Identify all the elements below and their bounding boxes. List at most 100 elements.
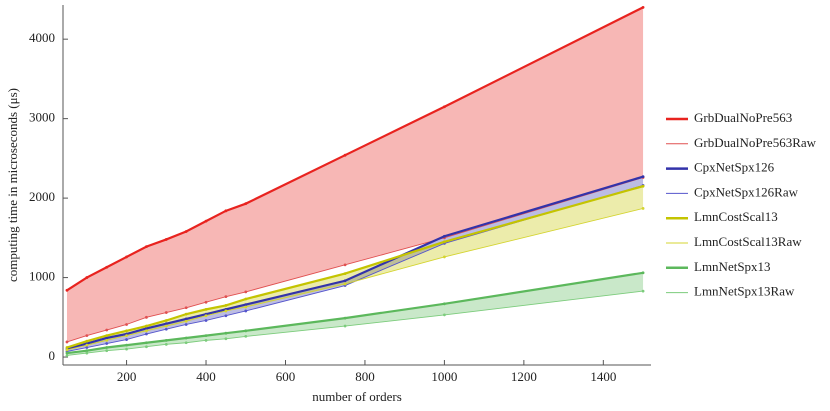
point [204, 314, 208, 318]
legend-label: CpxNetSpx126 [694, 160, 775, 175]
point [184, 317, 188, 321]
y-tick-label: 1000 [29, 269, 55, 284]
y-tick-label: 3000 [29, 110, 55, 125]
point [343, 279, 347, 283]
point [65, 340, 69, 344]
legend-label: GrbDualNoPre563 [694, 110, 792, 125]
point [244, 334, 248, 338]
point [65, 354, 69, 357]
point [85, 349, 89, 353]
point [164, 311, 168, 314]
point [85, 343, 89, 347]
point [164, 322, 168, 326]
point [443, 302, 446, 306]
point [65, 288, 69, 292]
point [244, 202, 248, 206]
point [641, 271, 645, 275]
point [125, 343, 128, 347]
y-tick-label: 0 [49, 348, 56, 363]
point [105, 349, 109, 353]
point [244, 309, 248, 313]
legend-label: LmnCostScal13Raw [694, 234, 802, 249]
x-tick-label: 1200 [511, 369, 537, 384]
legend-label: LmnNetSpx13Raw [694, 284, 795, 299]
point [105, 336, 109, 340]
band-fill [66, 272, 644, 356]
y-tick-label: 2000 [29, 189, 55, 204]
point [164, 324, 168, 328]
point [164, 327, 168, 331]
point [65, 348, 69, 352]
point [224, 303, 228, 307]
point [184, 323, 188, 326]
point [224, 314, 228, 318]
x-axis-label: number of orders [312, 389, 402, 404]
point [641, 207, 645, 210]
point [443, 255, 446, 259]
point [244, 329, 248, 333]
point [125, 329, 128, 333]
point [641, 289, 645, 293]
point [184, 336, 188, 340]
point [343, 263, 347, 267]
y-axis-label: computing time in microseconds (μs) [5, 88, 20, 282]
point [343, 282, 347, 286]
point [443, 240, 446, 244]
point [641, 175, 645, 179]
y-tick-label: 4000 [29, 30, 55, 45]
point [105, 346, 109, 349]
point [184, 230, 188, 233]
x-tick-label: 400 [196, 369, 216, 384]
x-tick-label: 600 [276, 369, 296, 384]
point [244, 297, 248, 301]
point [641, 184, 645, 188]
point [224, 337, 228, 341]
point [244, 303, 248, 307]
point [164, 338, 168, 342]
point [85, 334, 89, 337]
point [224, 331, 228, 335]
point [204, 300, 208, 304]
point [105, 265, 109, 269]
x-tick-label: 1400 [590, 369, 616, 384]
point [164, 238, 168, 241]
point [145, 345, 148, 349]
band-fills [66, 7, 644, 356]
point [85, 276, 89, 279]
point [184, 319, 188, 323]
point [105, 334, 109, 337]
point [145, 315, 148, 319]
point [443, 313, 446, 317]
point [204, 307, 208, 311]
point [145, 324, 148, 328]
band-fill [66, 7, 644, 342]
point [184, 341, 188, 345]
point [343, 153, 347, 157]
point [125, 338, 128, 341]
point [65, 346, 69, 349]
point [85, 339, 89, 343]
point [343, 324, 347, 328]
x-tick-label: 200 [117, 369, 137, 384]
legend-label: LmnCostScal13 [694, 209, 778, 224]
point [125, 255, 128, 259]
x-tick-label: 1000 [431, 369, 457, 384]
point [224, 209, 228, 213]
point [164, 342, 168, 346]
point [125, 323, 128, 326]
point [85, 346, 89, 349]
point [105, 338, 109, 342]
point [204, 219, 208, 223]
legend-label: CpxNetSpx126Raw [694, 184, 799, 199]
point [244, 305, 248, 309]
point [145, 245, 148, 248]
point [145, 329, 148, 333]
point [65, 351, 69, 355]
point [224, 309, 228, 313]
point [443, 234, 446, 238]
point [204, 334, 208, 337]
point [125, 347, 128, 351]
point [145, 341, 148, 345]
point [184, 306, 188, 310]
